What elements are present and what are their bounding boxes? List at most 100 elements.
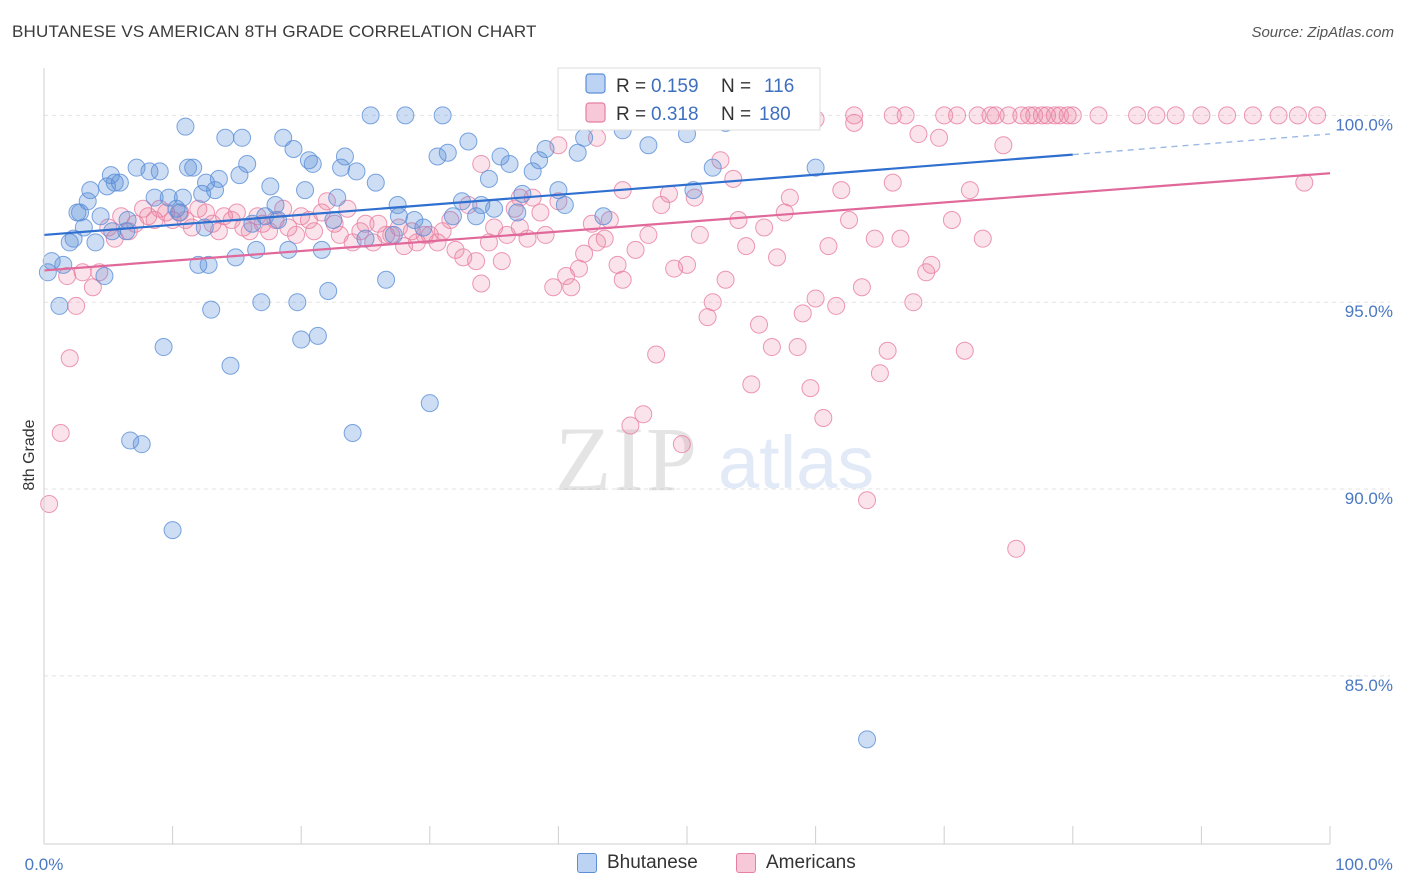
bhutanese-point — [292, 330, 311, 349]
bhutanese-point — [288, 293, 307, 312]
bhutanese-point — [50, 296, 69, 315]
americans-point — [840, 210, 859, 229]
americans-point — [1166, 106, 1185, 125]
americans-point — [659, 184, 678, 203]
americans-point — [935, 106, 954, 125]
americans-point — [1050, 106, 1069, 125]
americans-point — [305, 222, 324, 241]
americans-point — [575, 244, 594, 263]
americans-point — [58, 267, 77, 286]
americans-point — [768, 248, 787, 267]
y-tick-label: 90.0% — [1345, 489, 1393, 508]
legend-r-label: R = — [616, 76, 646, 97]
legend-label: Bhutanese — [607, 852, 698, 873]
x-tick-label-max: 100.0% — [1335, 855, 1393, 874]
bhutanese-point — [396, 106, 415, 125]
bhutanese-point — [233, 128, 252, 147]
bhutanese-point — [575, 128, 594, 147]
americans-point — [1128, 106, 1147, 125]
legend-r-value: 0.318 — [651, 104, 699, 125]
bhutanese-point — [266, 196, 285, 215]
americans-point — [317, 192, 336, 211]
bhutanese-point — [154, 338, 173, 357]
bhutanese-point — [216, 128, 235, 147]
americans-point — [608, 255, 627, 274]
bhutanese-trend-line — [43, 153, 1073, 237]
americans-point — [685, 188, 704, 207]
legend-swatch-bhutanese — [585, 73, 606, 94]
bhutanese-point — [121, 431, 140, 450]
bhutanese-point — [118, 210, 137, 229]
americans-point — [67, 296, 86, 315]
legend-top: R = 0.159 N = 116 R = 0.318 N = 180 — [557, 67, 821, 131]
bhutanese-point — [319, 281, 338, 300]
americans-point — [531, 203, 550, 222]
chart-title: BHUTANESE VS AMERICAN 8TH GRADE CORRELAT… — [12, 22, 537, 41]
bhutanese-point — [703, 158, 722, 177]
americans-point — [157, 203, 176, 222]
americans-point — [698, 308, 717, 327]
bhutanese-point — [170, 203, 189, 222]
bhutanese-point — [179, 158, 198, 177]
americans-point — [788, 338, 807, 357]
bhutanese-point — [377, 270, 396, 289]
bhutanese-point — [176, 117, 195, 136]
americans-point — [870, 364, 889, 383]
americans-point — [1089, 106, 1108, 125]
legend-item-bhutanese: Bhutanese — [577, 852, 698, 874]
bhutanese-point — [64, 229, 83, 248]
bhutanese-point — [530, 151, 549, 170]
americans-point — [492, 252, 511, 271]
americans-point — [1269, 106, 1288, 125]
americans-point — [711, 151, 730, 170]
americans-point — [40, 494, 59, 513]
watermark-zip: ZIP — [555, 408, 699, 510]
americans-point — [613, 270, 632, 289]
americans-point — [904, 293, 923, 312]
bhutanese-point — [74, 218, 93, 237]
bhutanese-point — [485, 199, 504, 218]
americans-point — [287, 225, 306, 244]
bhutanese-point — [405, 210, 424, 229]
bhutanese-point — [81, 181, 100, 200]
americans-point — [716, 270, 735, 289]
bhutanese-point — [269, 210, 288, 229]
americans-point — [762, 338, 781, 357]
bhutanese-point — [806, 158, 825, 177]
legend-swatch-americans — [585, 102, 606, 123]
source-label: Source: ZipAtlas.com — [1251, 24, 1394, 41]
bhutanese-point — [388, 196, 407, 215]
americans-point — [1218, 106, 1237, 125]
americans-point — [755, 218, 774, 237]
bhutanese-point — [684, 181, 703, 200]
americans-point — [1012, 106, 1031, 125]
americans-point — [832, 181, 851, 200]
americans-point — [883, 106, 902, 125]
bhutanese-point — [414, 218, 433, 237]
bhutanese-point — [332, 158, 351, 177]
legend-n-value: 180 — [759, 104, 791, 125]
bhutanese-point — [343, 423, 362, 442]
americans-point — [793, 304, 812, 323]
bhutanese-point — [78, 192, 97, 211]
americans-point — [338, 199, 357, 218]
americans-point — [814, 409, 833, 428]
americans-point — [197, 203, 216, 222]
americans-point — [973, 229, 992, 248]
americans-point — [60, 349, 79, 368]
americans-point — [672, 435, 691, 454]
bhutanese-point — [536, 139, 555, 158]
bhutanese-point — [54, 255, 73, 274]
trend-lines — [43, 133, 1331, 272]
americans-point — [942, 210, 961, 229]
bhutanese-point — [91, 207, 110, 226]
americans-point — [865, 229, 884, 248]
bhutanese-point — [206, 181, 225, 200]
americans-point — [51, 423, 70, 442]
bhutanese-point — [384, 225, 403, 244]
americans-point — [467, 252, 486, 271]
americans-point — [1243, 106, 1262, 125]
bhutanese-point — [433, 106, 452, 125]
y-tick-label: 95.0% — [1345, 302, 1393, 321]
